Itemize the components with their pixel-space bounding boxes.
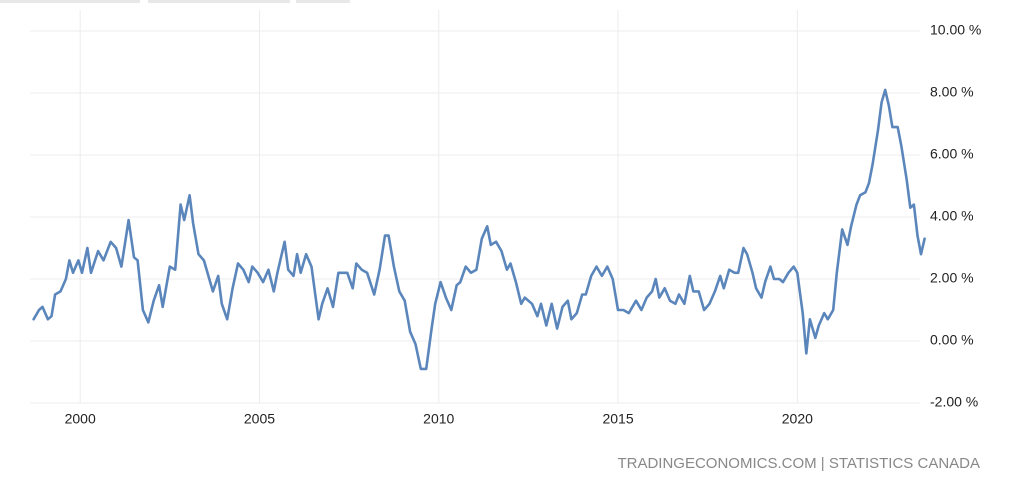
- tab[interactable]: [148, 0, 290, 3]
- y-tick-label: 4.00 %: [930, 208, 974, 224]
- x-tick-label: 2005: [244, 411, 275, 427]
- x-tick-label: 2010: [423, 411, 454, 427]
- y-tick-label: 2.00 %: [930, 270, 974, 286]
- y-tick-label: 10.00 %: [930, 22, 981, 38]
- source: TRADINGECONOMICS.COM | STATISTICS CANADA: [617, 455, 980, 472]
- y-tick-label: 0.00 %: [930, 332, 974, 348]
- x-tick-label: 2020: [782, 411, 813, 427]
- data-line: [32, 88, 926, 371]
- y-tick-label: -2.00 %: [930, 394, 978, 410]
- x-tick-label: 2015: [602, 411, 633, 427]
- tab[interactable]: [0, 0, 140, 3]
- x-tick-label: 2000: [65, 411, 96, 427]
- tab[interactable]: [296, 0, 350, 3]
- y-tick-label: 8.00 %: [930, 84, 974, 100]
- y-tick-label: 6.00 %: [930, 146, 974, 162]
